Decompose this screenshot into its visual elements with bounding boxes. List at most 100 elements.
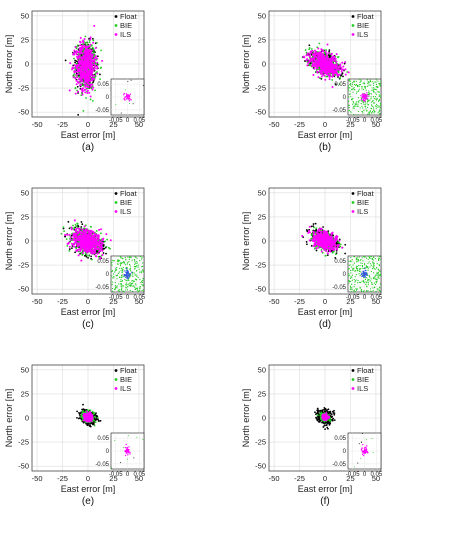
- inset-point: [370, 112, 372, 114]
- data-point: [81, 59, 84, 62]
- inset-point: [377, 100, 380, 103]
- data-point: [101, 246, 104, 249]
- inset-point: [141, 266, 143, 268]
- inset-point: [373, 87, 375, 89]
- inset-point: [351, 85, 353, 88]
- inset-point: [114, 285, 117, 287]
- data-point: [92, 248, 95, 251]
- data-point: [98, 250, 101, 253]
- data-point: [79, 74, 82, 77]
- inset-point: [111, 284, 113, 286]
- data-point: [84, 35, 87, 38]
- data-point: [93, 241, 96, 244]
- y-tick-label: 25: [258, 212, 266, 221]
- data-point: [308, 63, 311, 66]
- data-point: [78, 84, 81, 87]
- inset-point: [122, 258, 124, 260]
- data-point: [327, 57, 330, 60]
- data-point: [82, 62, 85, 65]
- inset-point: [350, 82, 352, 85]
- inset-point: [349, 84, 352, 86]
- data-point: [311, 60, 314, 63]
- inset-point: [348, 79, 350, 82]
- data-point: [75, 227, 78, 230]
- data-point: [347, 71, 350, 74]
- data-point: [310, 51, 313, 54]
- inset-point: [143, 289, 144, 292]
- inset-point: [126, 279, 128, 282]
- inset-point: [135, 270, 137, 272]
- data-point: [64, 235, 66, 238]
- data-point: [102, 244, 105, 246]
- data-point: [327, 230, 330, 232]
- inset-point: [375, 93, 377, 95]
- inset-point: [361, 86, 364, 88]
- data-point: [79, 250, 82, 253]
- data-point: [86, 45, 89, 48]
- data-point: [312, 74, 315, 77]
- data-point: [327, 51, 330, 54]
- data-point: [342, 65, 345, 68]
- plot-frame: [268, 10, 382, 118]
- inset-point: [348, 85, 350, 87]
- data-point: [70, 234, 73, 237]
- inset-plot: -0.05 0 0.050.050-0.05: [95, 78, 146, 124]
- data-point: [310, 48, 313, 50]
- data-point: [337, 55, 340, 58]
- inset-points: [348, 79, 381, 115]
- data-point: [326, 75, 329, 78]
- inset-point: [359, 79, 361, 81]
- inset-point: [142, 269, 144, 271]
- data-point: [60, 232, 63, 235]
- inset-point: [355, 101, 358, 103]
- data-point: [68, 233, 71, 236]
- inset-point: [375, 79, 377, 81]
- data-point: [342, 75, 344, 78]
- data-point: [80, 252, 83, 254]
- data-point: [83, 81, 86, 84]
- data-point: [328, 60, 331, 63]
- inset-point: [375, 107, 377, 109]
- data-point: [86, 41, 88, 44]
- data-point: [83, 72, 86, 75]
- inset-point: [112, 273, 115, 275]
- inset-point: [372, 102, 375, 104]
- data-point: [74, 77, 77, 80]
- inset-point: [119, 263, 121, 265]
- inset-point: [130, 79, 132, 81]
- data-point: [79, 36, 82, 39]
- inset-point: [348, 104, 350, 106]
- data-point: [87, 249, 90, 252]
- inset-point: [117, 259, 119, 261]
- data-point: [66, 244, 69, 247]
- data-point: [84, 83, 87, 86]
- data-point: [315, 56, 318, 59]
- x-tick-label: 25: [109, 297, 117, 306]
- y-tick-label: 0: [262, 60, 266, 69]
- data-point: [82, 246, 85, 249]
- data-point: [84, 52, 87, 55]
- inset-point: [132, 103, 134, 105]
- y-tick-label: 50: [21, 11, 29, 20]
- data-point: [93, 77, 96, 80]
- data-point: [326, 254, 329, 256]
- inset-point: [375, 98, 377, 100]
- inset-point: [352, 103, 354, 105]
- data-point: [316, 70, 319, 73]
- legend-marker: [114, 201, 118, 204]
- inset-point: [363, 101, 365, 103]
- data-point: [96, 55, 99, 58]
- data-point: [82, 238, 85, 241]
- data-point: [80, 62, 83, 65]
- data-point: [90, 64, 93, 67]
- data-point: [73, 49, 76, 52]
- data-point: [89, 43, 92, 46]
- inset-point: [115, 256, 118, 257]
- inset-point: [136, 279, 138, 281]
- inset-point: [363, 98, 365, 100]
- data-point: [74, 251, 77, 254]
- inset-point: [356, 114, 359, 115]
- inset-point: [120, 264, 122, 266]
